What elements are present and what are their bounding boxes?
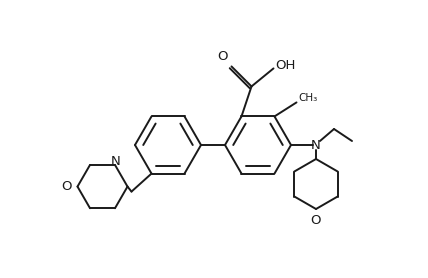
Text: CH₃: CH₃ (298, 93, 318, 103)
Text: N: N (311, 138, 321, 152)
Text: OH: OH (276, 59, 296, 72)
Text: O: O (61, 180, 71, 193)
Text: O: O (311, 214, 321, 227)
Text: O: O (217, 50, 228, 63)
Text: N: N (111, 155, 121, 168)
